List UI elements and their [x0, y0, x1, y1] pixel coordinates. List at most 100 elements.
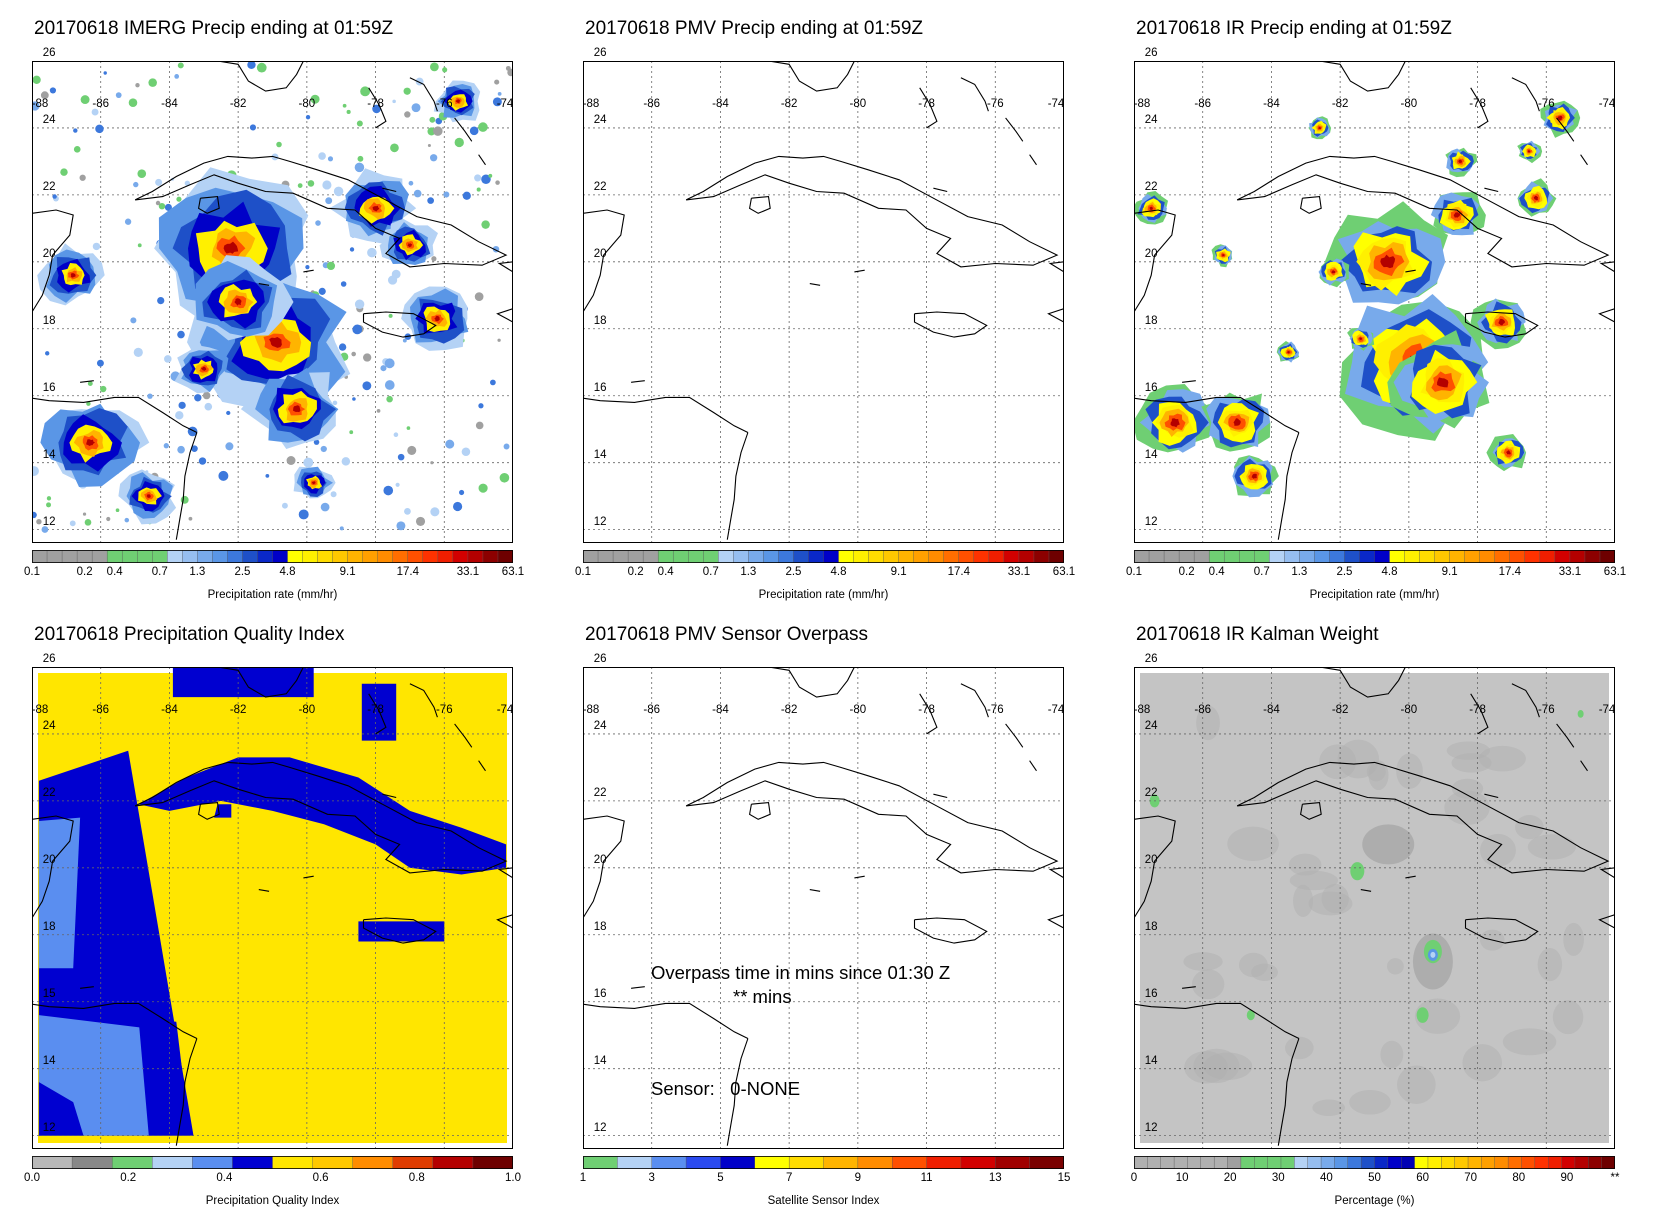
panel-kalman: 20170618 IR Kalman Weight 26 24 22 20 18 16 14… — [1102, 606, 1653, 1212]
colorbar-swatch — [1494, 550, 1511, 563]
colorbar-swatch — [1554, 550, 1571, 563]
colorbar-swatch — [111, 1156, 153, 1169]
gridlines — [583, 61, 1064, 543]
colorbar-tick-label: 0.1 — [1126, 566, 1142, 578]
colorbar-swatch — [352, 1156, 394, 1169]
colorbar-swatch — [995, 1156, 1031, 1169]
lon-label: -86 — [1194, 704, 1212, 716]
lat-label: 14 — [1144, 448, 1158, 461]
colorbar-swatch — [242, 550, 258, 563]
colorbar-swatch — [497, 550, 513, 563]
colorbar-svg — [32, 1156, 513, 1169]
colorbar-tick-label: 4.8 — [279, 566, 296, 578]
coastlines — [32, 667, 513, 1146]
panel-imerg: 20170618 IMERG Precip ending at 01:59Z 2… — [0, 0, 551, 606]
colorbar-swatch — [1213, 1156, 1229, 1169]
colorbar-swatch — [1223, 550, 1240, 563]
colorbar-swatch — [32, 1156, 73, 1169]
colorbar-tick-label: 0.2 — [1178, 566, 1195, 578]
colorbar-swatch — [452, 550, 469, 563]
colorbar-swatch — [1267, 1156, 1282, 1169]
colorbar-swatch — [988, 550, 1005, 563]
lon-label: -80 — [849, 98, 867, 110]
colorbar-swatch — [597, 550, 614, 563]
lon-label: -86 — [92, 704, 110, 716]
colorbar-tick-label: 1.3 — [189, 566, 206, 578]
colorbar-swatch — [1187, 1156, 1202, 1169]
colorbar-tick-label: 9.1 — [1441, 566, 1458, 578]
colorbar-swatch — [1521, 1156, 1536, 1169]
lat-label: 22 — [42, 786, 56, 799]
lat-label: 26 — [593, 47, 607, 59]
colorbar-swatch — [432, 1156, 474, 1169]
colorbar-swatch — [1601, 1156, 1615, 1169]
colorbar-tick-label: 2.5 — [785, 566, 802, 578]
coastlines — [583, 667, 1064, 1146]
colorbar-tick-label: 9.1 — [339, 566, 356, 578]
colorbar-swatch — [1227, 1156, 1242, 1169]
colorbar-unit-label: Precipitation rate (mm/hr) — [758, 589, 889, 601]
colorbar-swatch — [754, 1156, 790, 1169]
lon-label: -84 — [161, 98, 178, 110]
lon-label: -78 — [918, 704, 935, 716]
colorbar-swatch — [651, 1156, 687, 1169]
lat-label: 12 — [593, 1121, 607, 1134]
overpass-note-line1: Overpass time in mins since 01:30 Z — [651, 962, 951, 983]
panel-title: 20170618 PMV Precip ending at 01:59Z — [585, 18, 924, 39]
colorbar-swatch — [685, 1156, 721, 1169]
colorbar-tick-label: 0.7 — [1253, 566, 1270, 578]
colorbar-tick-label: ** — [1610, 1172, 1620, 1184]
colorbar-swatch — [1208, 550, 1225, 563]
map-frame — [583, 667, 1064, 1149]
colorbar-tick-label: 90 — [1560, 1172, 1574, 1184]
colorbar-svg — [32, 550, 513, 563]
colorbar-swatch — [377, 550, 394, 563]
colorbar-swatch — [868, 550, 885, 563]
colorbar-swatch — [106, 550, 123, 563]
colorbar-svg — [1134, 1156, 1615, 1169]
colorbar-swatch — [892, 1156, 928, 1169]
colorbar-swatch — [1404, 550, 1421, 563]
colorbar-swatch — [392, 550, 409, 563]
colorbar-tick-label: 0.2 — [627, 566, 644, 578]
colorbar-swatch — [1374, 1156, 1389, 1169]
colorbar-tick-label: 0.4 — [106, 566, 123, 578]
colorbar-tick-label: 17.4 — [396, 566, 419, 578]
gridlines — [1134, 667, 1615, 1149]
colorbar-tick-label: 33.1 — [1558, 566, 1582, 578]
lat-label: 16 — [42, 381, 56, 394]
lat-label: 16 — [593, 987, 607, 1000]
colorbar-swatch — [1509, 550, 1526, 563]
colorbar-tick-label: 50 — [1368, 1172, 1381, 1184]
lon-label: -86 — [643, 98, 661, 110]
colorbar-swatch — [1534, 1156, 1549, 1169]
lat-label: 16 — [593, 381, 607, 394]
colorbar-tick-label: 10 — [1175, 1172, 1189, 1184]
colorbar-swatch — [152, 1156, 193, 1169]
colorbar-swatch — [943, 550, 960, 563]
lon-label: -74 — [496, 98, 514, 110]
colorbar-swatch — [467, 550, 484, 563]
colorbar-swatch — [1374, 550, 1391, 563]
lon-label: -78 — [1469, 98, 1486, 110]
lat-label: 26 — [42, 47, 56, 59]
lon-label: -74 — [1598, 704, 1616, 716]
colorbar-tick-label: 40 — [1319, 1172, 1333, 1184]
colorbar-swatch — [1033, 550, 1050, 563]
colorbar-swatch — [472, 1156, 513, 1169]
lat-label: 20 — [593, 853, 607, 866]
lon-label: -86 — [643, 704, 661, 716]
colorbar-tick-label: 2.5 — [234, 566, 251, 578]
colorbar-swatch — [926, 1156, 962, 1169]
lat-label: 24 — [1144, 113, 1158, 126]
lon-label: -76 — [1537, 98, 1555, 110]
colorbar-swatch — [167, 550, 183, 563]
colorbar-swatch — [312, 1156, 354, 1169]
colorbar-swatch — [232, 1156, 274, 1169]
colorbar-swatch — [1427, 1156, 1442, 1169]
lon-label: -78 — [367, 98, 384, 110]
colorbar-swatch — [1454, 1156, 1469, 1169]
colorbar-tick-label: 0.1 — [575, 566, 591, 578]
colorbar-swatch — [192, 1156, 233, 1169]
colorbar-swatch — [748, 550, 764, 563]
